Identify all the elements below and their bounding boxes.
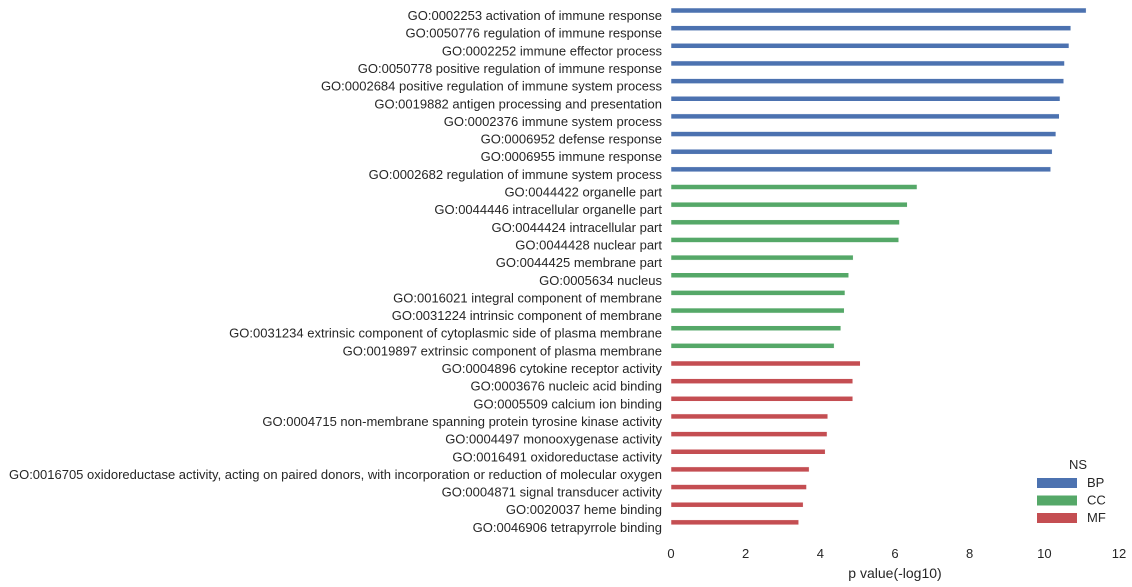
category-label: GO:0020037 heme binding <box>506 502 662 517</box>
bar <box>670 113 1060 120</box>
legend-label: MF <box>1087 510 1106 525</box>
bar <box>670 96 1061 102</box>
category-label: GO:0004896 cytokine receptor activity <box>442 361 663 376</box>
category-label: GO:0002253 activation of immune response <box>408 8 662 23</box>
x-tick-label: 0 <box>667 546 674 561</box>
legend-swatch <box>1037 478 1077 488</box>
legend-label: BP <box>1087 475 1104 490</box>
bar <box>670 519 799 526</box>
category-label: GO:0031234 extrinsic component of cytopl… <box>229 326 662 341</box>
category-label: GO:0016491 oxidoreductase activity <box>452 449 662 464</box>
category-label: GO:0044428 nuclear part <box>515 237 662 252</box>
bar <box>670 148 1053 155</box>
bar <box>670 396 854 402</box>
category-label: GO:0004871 signal transducer activity <box>442 485 663 500</box>
category-label: GO:0002252 immune effector process <box>442 43 663 58</box>
category-label: GO:0006952 defense response <box>481 132 662 147</box>
category-label: GO:0044425 membrane part <box>496 255 663 270</box>
bar <box>670 131 1057 137</box>
bars <box>670 7 1087 526</box>
bar <box>670 413 829 420</box>
category-label: GO:0019897 extrinsic component of plasma… <box>343 343 662 358</box>
category-label: GO:0005634 nucleus <box>539 273 662 288</box>
category-label: GO:0006955 immune response <box>481 149 662 164</box>
category-label: GO:0004497 monooxygenase activity <box>445 432 662 447</box>
category-label: GO:0016021 integral component of membran… <box>393 290 662 305</box>
category-label: GO:0002684 positive regulation of immune… <box>321 79 663 94</box>
bar <box>670 343 835 349</box>
legend-swatch <box>1037 513 1077 523</box>
bar <box>670 237 899 243</box>
bar <box>670 431 828 437</box>
bar <box>670 25 1072 31</box>
bar <box>670 360 861 367</box>
bar <box>670 272 849 278</box>
bar <box>670 307 845 314</box>
category-label: GO:0050776 regulation of immune response <box>405 26 662 41</box>
category-label: GO:0046906 tetrapyrrole binding <box>473 520 662 535</box>
category-label: GO:0044446 intracellular organelle part <box>434 202 662 217</box>
bar <box>670 290 846 296</box>
x-tick-label: 4 <box>817 546 824 561</box>
category-label: GO:0050778 positive regulation of immune… <box>358 61 662 76</box>
bar <box>670 201 908 208</box>
category-label: GO:0005509 calcium ion binding <box>473 396 662 411</box>
x-axis-title: p value(-log10) <box>848 565 941 581</box>
bar <box>670 466 810 473</box>
x-tick-label: 12 <box>1112 546 1126 561</box>
bar <box>670 325 842 331</box>
bar <box>670 43 1070 49</box>
category-label: GO:0031224 intrinsic component of membra… <box>392 308 662 323</box>
x-tick-label: 2 <box>742 546 749 561</box>
bar <box>670 501 804 508</box>
bar <box>670 254 854 261</box>
bar <box>670 378 854 384</box>
bar <box>670 166 1051 173</box>
bar <box>670 60 1065 67</box>
legend-title: NS <box>1069 457 1087 472</box>
x-tick-label: 10 <box>1037 546 1051 561</box>
category-label: GO:0016705 oxidoreductase activity, acti… <box>9 467 662 482</box>
bar <box>670 484 807 490</box>
x-tick-label: 6 <box>891 546 898 561</box>
x-axis: p value(-log10) 0 2 4 6 8 10 12 <box>667 546 1126 581</box>
category-label: GO:0002682 regulation of immune system p… <box>369 167 663 182</box>
bar <box>670 7 1087 14</box>
category-label: GO:0044422 organelle part <box>504 185 662 200</box>
bar <box>670 184 918 190</box>
category-labels: GO:0002253 activation of immune response… <box>9 8 663 535</box>
legend: NS BP CC MF <box>1037 457 1106 525</box>
bar <box>670 78 1064 84</box>
category-label: GO:0019882 antigen processing and presen… <box>374 96 662 111</box>
category-label: GO:0002376 immune system process <box>444 114 663 129</box>
legend-swatch <box>1037 495 1077 506</box>
category-label: GO:0004715 non-membrane spanning protein… <box>262 414 662 429</box>
bar <box>670 219 900 226</box>
x-tick-label: 8 <box>966 546 973 561</box>
bar <box>670 449 826 455</box>
legend-label: CC <box>1087 493 1106 508</box>
category-label: GO:0003676 nucleic acid binding <box>470 379 662 394</box>
category-label: GO:0044424 intracellular part <box>491 220 662 235</box>
